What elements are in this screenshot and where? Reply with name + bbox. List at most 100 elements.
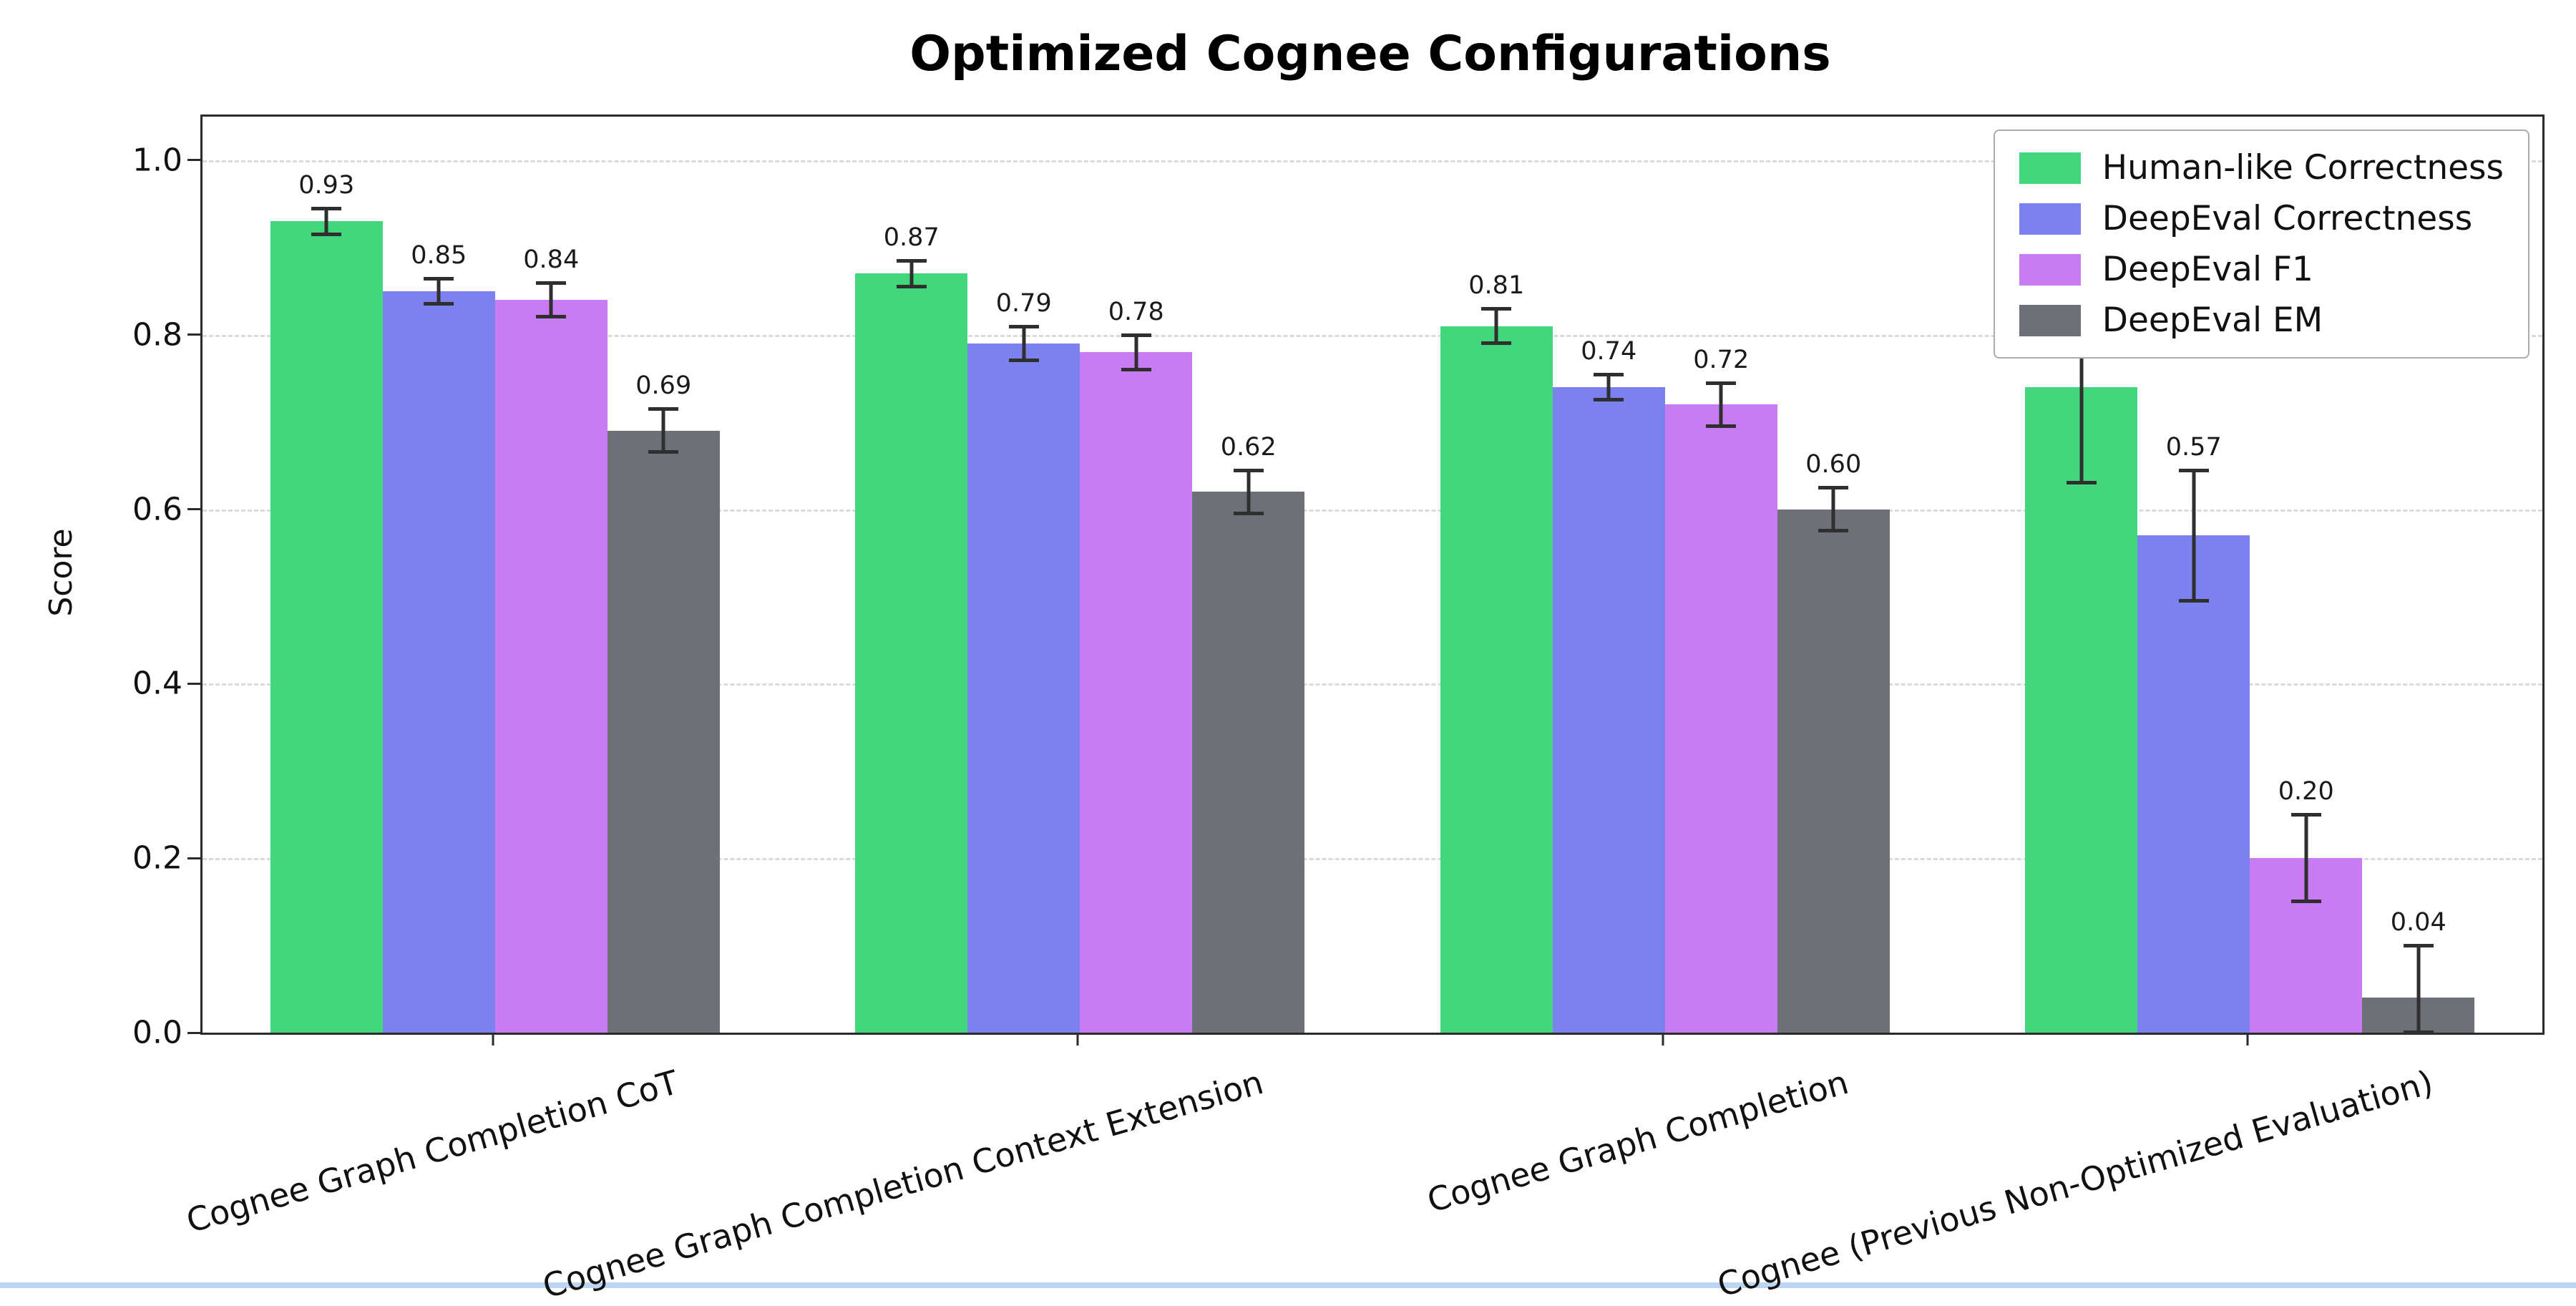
x-tick-mark bbox=[2246, 1033, 2249, 1046]
bar-value-label: 0.04 bbox=[2390, 908, 2446, 937]
bar-slot: 0.04 bbox=[2362, 117, 2475, 1034]
error-bar bbox=[436, 278, 441, 305]
legend-swatch bbox=[2019, 253, 2081, 286]
bar-value-label: 0.72 bbox=[1693, 345, 1750, 374]
error-bar-cap-bottom bbox=[1706, 424, 1737, 428]
legend-item: DeepEval F1 bbox=[2019, 250, 2504, 289]
bar-value-label: 0.81 bbox=[1468, 271, 1525, 301]
bar-deepeval-em bbox=[1777, 509, 1890, 1033]
error-bar-cap-top bbox=[2403, 944, 2434, 948]
y-tick-label: 0.4 bbox=[132, 665, 182, 702]
bar-group: 0.87 0.79 0.78 0.62 bbox=[788, 117, 1373, 1033]
y-tick-mark bbox=[187, 682, 200, 685]
error-bar-cap-bottom bbox=[2066, 481, 2097, 484]
bar-group: 0.81 0.74 0.72 0.60 bbox=[1372, 117, 1958, 1033]
y-tick-label: 1.0 bbox=[132, 142, 182, 179]
bar-deepeval-f1 bbox=[494, 300, 608, 1033]
error-bar-cap-bottom bbox=[1818, 529, 1849, 533]
y-tick-mark bbox=[187, 508, 200, 511]
error-bar-cap-top bbox=[1233, 468, 1264, 472]
bar-slot: 0.84 bbox=[494, 117, 608, 1033]
bar-value-label: 0.62 bbox=[1220, 432, 1277, 462]
x-tick-label: Cognee Graph Completion bbox=[1423, 1063, 1853, 1220]
bar-slot: 0.81 bbox=[1440, 117, 1553, 1033]
bar-deepeval-f1 bbox=[1664, 404, 1777, 1033]
x-tick-label: Cognee Graph Completion CoT bbox=[182, 1063, 683, 1241]
error-bar bbox=[549, 282, 553, 318]
error-bar-cap-bottom bbox=[1233, 511, 1264, 515]
error-bar bbox=[1022, 326, 1026, 361]
bar-group: 0.93 0.85 0.84 0.69 bbox=[203, 117, 788, 1033]
error-bar bbox=[2079, 291, 2084, 483]
error-bar bbox=[1494, 308, 1498, 343]
bar-slot: 0.60 bbox=[1777, 117, 1890, 1033]
error-bar-cap-bottom bbox=[536, 315, 567, 319]
bar-value-label: 0.78 bbox=[1108, 297, 1164, 326]
legend-item: DeepEval Correctness bbox=[2019, 199, 2504, 238]
error-bar-cap-bottom bbox=[1121, 367, 1151, 371]
bar-value-label: 0.74 bbox=[1581, 336, 1637, 366]
bar-slot: 0.57 bbox=[2137, 117, 2250, 1033]
bar-slot: 0.20 bbox=[2250, 117, 2363, 1033]
gridline bbox=[203, 683, 2542, 686]
error-bar bbox=[1606, 374, 1611, 401]
bar-value-label: 0.60 bbox=[1805, 450, 1862, 479]
error-bar-cap-bottom bbox=[896, 284, 927, 288]
error-bar bbox=[1134, 334, 1138, 370]
bar-deepeval-correctness bbox=[2137, 535, 2250, 1033]
error-bar bbox=[2192, 469, 2196, 601]
legend-item: Human-like Correctness bbox=[2019, 148, 2504, 187]
error-bar-cap-bottom bbox=[2290, 900, 2321, 904]
bar-slot: 0.72 bbox=[1664, 117, 1777, 1033]
bar-slot: 0.74 bbox=[1552, 117, 1665, 1033]
x-tick-mark bbox=[1076, 1033, 1079, 1046]
chart-title: Optimized Cognee Configurations bbox=[909, 26, 1831, 82]
error-bar-cap-top bbox=[1818, 486, 1849, 490]
error-bar-cap-top bbox=[896, 259, 927, 263]
error-bar-cap-bottom bbox=[311, 232, 342, 236]
x-tick-mark bbox=[492, 1033, 494, 1046]
error-bar bbox=[2416, 945, 2421, 1033]
y-tick-mark bbox=[187, 857, 200, 859]
bar-group: 0.740.570.200.04 bbox=[1958, 117, 2543, 1034]
error-bar-cap-top bbox=[311, 207, 342, 210]
legend-label: Human-like Correctness bbox=[2102, 148, 2504, 187]
error-bar-cap-top bbox=[1008, 324, 1039, 328]
error-bar bbox=[1831, 487, 1835, 532]
y-tick-label: 0.6 bbox=[132, 491, 182, 528]
bar-value-label: 0.20 bbox=[2278, 777, 2334, 806]
bar-slot: 0.93 bbox=[270, 117, 383, 1033]
error-bar-cap-top bbox=[2178, 468, 2209, 472]
bar-slot: 0.69 bbox=[607, 117, 720, 1033]
bar-slot: 0.85 bbox=[382, 117, 495, 1033]
error-bar bbox=[909, 260, 914, 287]
legend-label: DeepEval Correctness bbox=[2102, 199, 2473, 238]
y-tick-label: 0.0 bbox=[132, 1014, 182, 1051]
y-axis-label: Score bbox=[43, 528, 79, 617]
error-bar-cap-top bbox=[1706, 381, 1737, 385]
bar-deepeval-f1 bbox=[1080, 352, 1193, 1033]
error-bar-cap-top bbox=[536, 281, 567, 285]
gridline bbox=[203, 160, 2542, 162]
plot-area: Human-like Correctness DeepEval Correctne… bbox=[132, 114, 2545, 1051]
error-bar-cap-top bbox=[1121, 333, 1151, 337]
bar-human-like-correctness bbox=[1440, 326, 1553, 1033]
legend: Human-like Correctness DeepEval Correctne… bbox=[1993, 130, 2529, 359]
legend-swatch bbox=[2019, 203, 2081, 235]
legend-swatch bbox=[2019, 152, 2081, 184]
error-bar-cap-bottom bbox=[648, 450, 679, 454]
error-bar-cap-top bbox=[1594, 372, 1624, 376]
bar-value-label: 0.87 bbox=[883, 223, 940, 253]
bar-value-label: 0.93 bbox=[298, 171, 355, 200]
bar-value-label: 0.69 bbox=[635, 371, 692, 401]
error-bar bbox=[324, 208, 328, 235]
bar-human-like-correctness bbox=[2025, 386, 2138, 1033]
error-bar-cap-top bbox=[2290, 813, 2321, 817]
y-tick-label: 0.8 bbox=[132, 316, 182, 354]
bar-deepeval-correctness bbox=[1552, 386, 1665, 1033]
bar-human-like-correctness bbox=[270, 221, 383, 1033]
error-bar-cap-top bbox=[1481, 307, 1512, 311]
error-bar-cap-bottom bbox=[1594, 398, 1624, 402]
error-bar bbox=[1246, 469, 1251, 514]
bar-human-like-correctness bbox=[855, 273, 968, 1033]
